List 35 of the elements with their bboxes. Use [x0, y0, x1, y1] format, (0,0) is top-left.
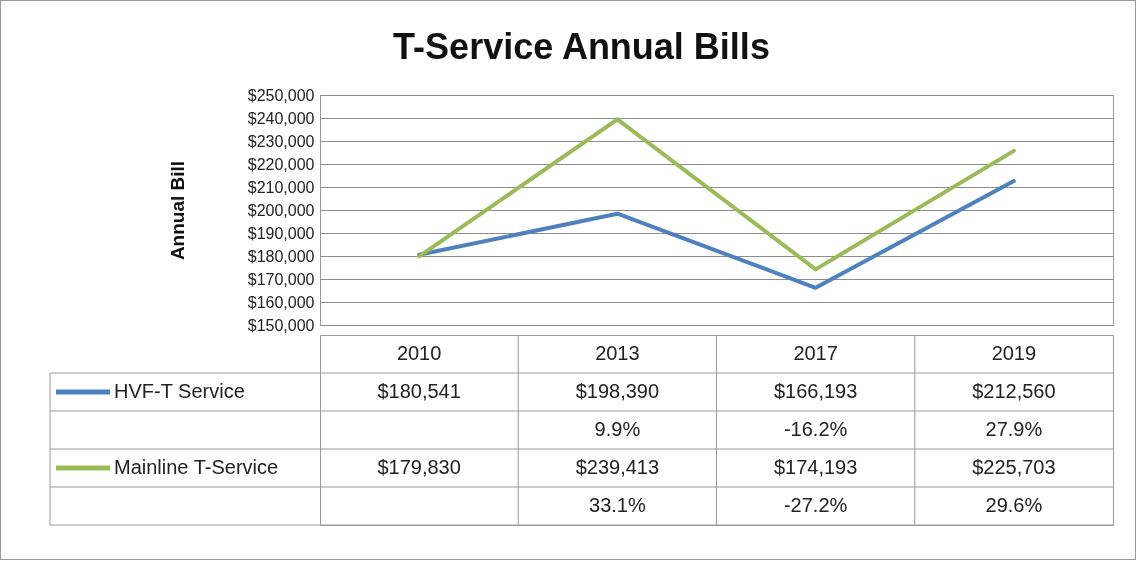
y-tick-label: $210,000: [247, 178, 315, 196]
y-tick-label: $150,000: [247, 316, 315, 334]
text: 27.9%: [985, 418, 1043, 440]
data-label: $174,193: [773, 456, 858, 478]
y-tick-label: $170,000: [247, 270, 315, 288]
legend-label: Mainline T-Service: [114, 456, 279, 478]
text: 33.1%: [589, 494, 646, 516]
line-series: [417, 117, 1016, 272]
data-label: $239,413: [575, 456, 660, 478]
y-tick-label: $180,000: [247, 247, 315, 265]
text: 29.6%: [985, 494, 1043, 516]
y-tick-label: $200,000: [247, 201, 315, 219]
data-label: $180,541: [377, 380, 461, 402]
text: -16.2%: [783, 418, 848, 440]
y-tick-label: $240,000: [247, 109, 315, 127]
line-series: [417, 179, 1016, 290]
x-tick-label: 2017: [793, 342, 838, 364]
text: 9.9%: [594, 418, 641, 440]
y-tick-label: $250,000: [247, 86, 315, 104]
y-tick-label: $230,000: [247, 132, 315, 150]
data-label: $198,390: [575, 380, 660, 402]
x-tick-label: 2019: [991, 342, 1037, 364]
chart-title: T-Service Annual Bills: [393, 25, 770, 67]
data-label: $225,703: [972, 456, 1056, 478]
y-tick-label: $190,000: [247, 224, 315, 242]
data-label: $212,560: [972, 380, 1056, 402]
legend-label: HVF-T Service: [114, 380, 245, 402]
y-tick-label: $220,000: [247, 155, 315, 173]
y-axis-title: Annual Bill: [166, 160, 188, 261]
x-tick-label: 2013: [595, 342, 640, 364]
data-label: $166,193: [773, 380, 858, 402]
data-label: $179,830: [377, 456, 461, 478]
x-tick-label: 2010: [396, 342, 442, 364]
y-tick-label: $160,000: [247, 293, 315, 311]
text: -27.2%: [783, 494, 848, 516]
